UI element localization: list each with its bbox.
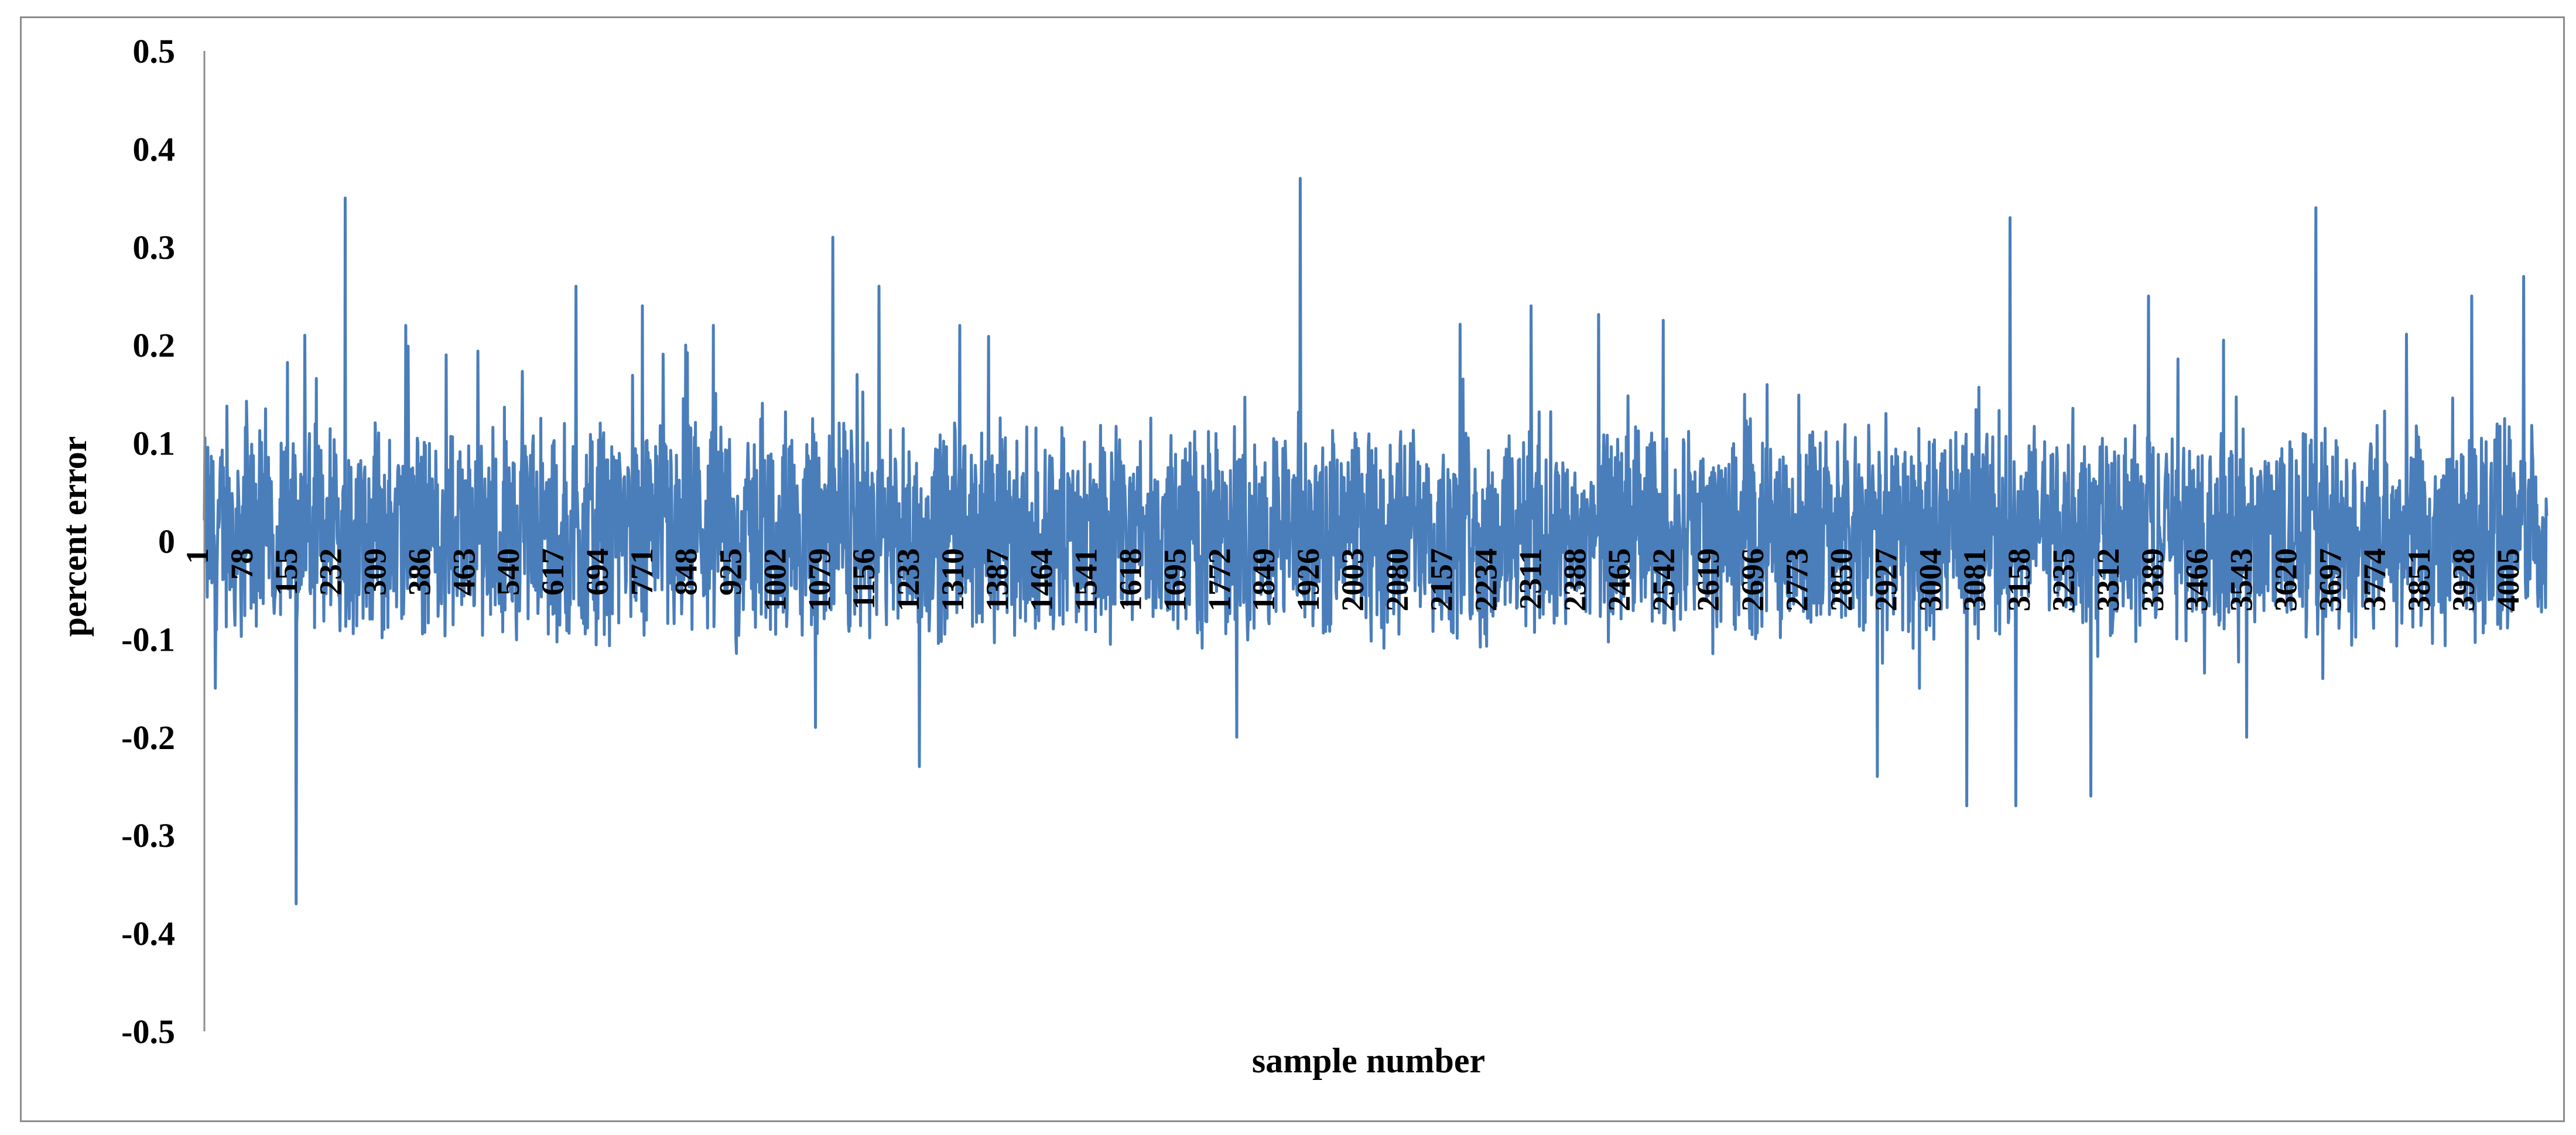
x-tick-label: 1002 bbox=[757, 548, 792, 611]
y-axis-title: percent error bbox=[55, 436, 94, 637]
x-tick-label: 540 bbox=[491, 548, 526, 596]
x-tick-label: 2003 bbox=[1335, 548, 1370, 611]
x-tick-label: 2850 bbox=[1824, 548, 1859, 611]
x-tick-label: 463 bbox=[446, 548, 481, 596]
x-tick-label: 2080 bbox=[1380, 548, 1415, 611]
x-tick-label: 1541 bbox=[1069, 548, 1104, 611]
x-tick-label: 2696 bbox=[1735, 548, 1770, 611]
x-tick-label: 4005 bbox=[2491, 548, 2526, 611]
x-tick-label: 2388 bbox=[1557, 548, 1592, 611]
x-tick-label: 2542 bbox=[1646, 548, 1681, 611]
x-tick-label: 1310 bbox=[935, 548, 970, 611]
x-tick-label: 309 bbox=[358, 548, 393, 596]
y-tick-label: 0.4 bbox=[133, 130, 176, 168]
x-tick-label: 2773 bbox=[1780, 548, 1815, 611]
x-tick-label: 3774 bbox=[2357, 548, 2392, 611]
x-tick-label: 2619 bbox=[1691, 548, 1726, 611]
x-tick-label: 386 bbox=[402, 548, 437, 596]
y-tick-label: -0.2 bbox=[121, 719, 175, 757]
x-tick-label: 1772 bbox=[1202, 548, 1237, 611]
x-tick-label: 1387 bbox=[980, 548, 1015, 611]
y-tick-label: -0.3 bbox=[121, 816, 175, 854]
x-tick-label: 2465 bbox=[1602, 548, 1637, 611]
chart-svg: 0.5 0.4 0.3 0.2 0.1 0 -0.1 -0.2 -0.3 -0.4 -0.5 1 78 1… bbox=[55, 32, 2548, 1080]
x-tick-label: 3851 bbox=[2401, 548, 2437, 611]
x-tick-label: 3620 bbox=[2268, 548, 2303, 611]
x-tick-label: 1926 bbox=[1291, 548, 1326, 611]
y-tick-label: -0.1 bbox=[121, 620, 175, 658]
x-tick-label: 1618 bbox=[1113, 548, 1148, 611]
chart-frame: 0.5 0.4 0.3 0.2 0.1 0 -0.1 -0.2 -0.3 -0.4 -0.5 1 78 1… bbox=[20, 16, 2565, 1122]
y-tick-label: 0 bbox=[158, 522, 175, 560]
x-tick-label: 1079 bbox=[802, 548, 837, 611]
x-tick-label: 3312 bbox=[2091, 548, 2126, 611]
y-tick-label: 0.1 bbox=[133, 425, 176, 463]
x-tick-label: 3543 bbox=[2224, 548, 2259, 611]
x-tick-label: 3389 bbox=[2135, 548, 2170, 611]
x-tick-label: 848 bbox=[669, 548, 704, 596]
x-tick-label: 3928 bbox=[2446, 548, 2481, 611]
x-tick-label: 3081 bbox=[1957, 548, 1992, 611]
y-tick-label: -0.4 bbox=[121, 915, 175, 953]
y-tick-label: -0.5 bbox=[121, 1013, 175, 1051]
x-tick-label: 2234 bbox=[1469, 548, 1504, 611]
x-tick-label: 3158 bbox=[2002, 548, 2037, 611]
x-tick-label: 2157 bbox=[1424, 548, 1459, 611]
x-tick-label: 1464 bbox=[1024, 548, 1059, 611]
y-tick-label: 0.2 bbox=[133, 326, 176, 364]
x-tick-label: 694 bbox=[580, 548, 615, 596]
x-tick-label: 3697 bbox=[2312, 548, 2348, 611]
x-axis-title: sample number bbox=[1252, 1041, 1485, 1080]
y-tick-label: 0.5 bbox=[133, 32, 176, 70]
x-tick-label: 617 bbox=[535, 548, 570, 596]
x-tick-label: 925 bbox=[713, 548, 748, 596]
x-tick-label: 1233 bbox=[891, 548, 926, 611]
x-tick-label: 3466 bbox=[2180, 548, 2215, 611]
x-tick-label: 3004 bbox=[1913, 548, 1948, 611]
x-tick-label: 1156 bbox=[846, 548, 881, 610]
x-tick-label: 2927 bbox=[1869, 548, 1904, 611]
x-tick-label: 155 bbox=[269, 548, 304, 596]
axis-layer: 0.5 0.4 0.3 0.2 0.1 0 -0.1 -0.2 -0.3 -0.4 -0.5 1 78 1… bbox=[121, 32, 2526, 1051]
x-tick-label: 1849 bbox=[1246, 548, 1281, 611]
x-tick-label: 2311 bbox=[1513, 548, 1548, 610]
x-tick-label: 3235 bbox=[2046, 548, 2081, 611]
series-line bbox=[203, 177, 2548, 905]
x-tick-label: 1 bbox=[180, 548, 215, 564]
x-tick-label: 1695 bbox=[1157, 548, 1192, 611]
plot-layer bbox=[203, 177, 2548, 905]
x-tick-label: 232 bbox=[313, 548, 348, 596]
x-tick-label: 78 bbox=[224, 548, 259, 580]
x-tick-label: 771 bbox=[624, 548, 659, 596]
y-tick-label: 0.3 bbox=[133, 228, 176, 266]
